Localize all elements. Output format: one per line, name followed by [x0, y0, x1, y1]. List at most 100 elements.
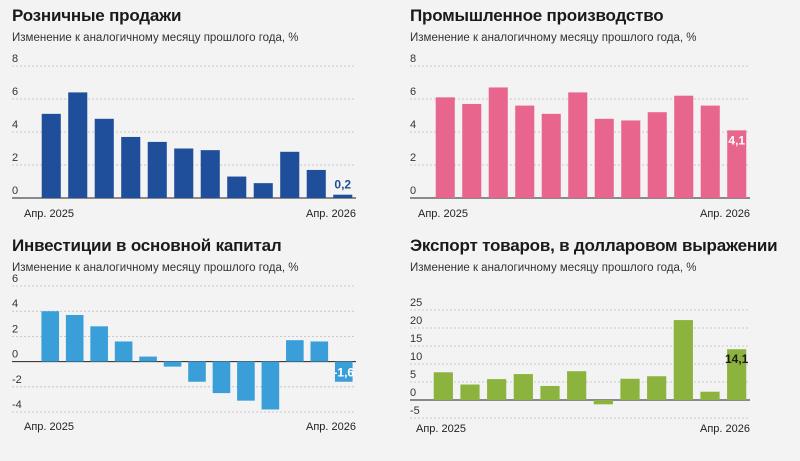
y-tick-label: 5 [410, 369, 416, 381]
y-tick-label: 15 [410, 333, 422, 345]
bar [94, 118, 114, 198]
x-axis-end-label: Апр. 2026 [306, 208, 356, 220]
y-tick-label: 2 [12, 323, 18, 335]
bar [41, 113, 61, 198]
data-label: 14,1 [725, 352, 749, 366]
y-tick-label: 4 [12, 298, 18, 310]
bar [540, 385, 560, 400]
y-tick-label: 6 [12, 273, 18, 285]
industrial-production-chart: 8 6 4 2 0 4,1 Апр. 2025 Апр. 2026 [410, 53, 750, 220]
investment-chart: 6 4 2 0 -2 -4 -1,6 Апр. 2025 Апр. 2026 [12, 273, 356, 433]
bar [593, 400, 613, 405]
bar [621, 120, 641, 198]
y-tick-label: 20 [410, 315, 422, 327]
bar [65, 314, 84, 362]
bar [488, 87, 508, 198]
bar [174, 148, 194, 198]
bar [700, 105, 720, 198]
data-label: 4,1 [728, 133, 745, 147]
bar [647, 112, 667, 198]
y-tick-label: 6 [410, 86, 416, 98]
data-label: -1,6 [333, 366, 354, 380]
bar [462, 103, 482, 198]
y-tick-label: -4 [12, 399, 22, 411]
chart-subtitle: Изменение к аналогичному месяцу прошлого… [12, 32, 299, 44]
bar [487, 379, 507, 400]
bar [673, 320, 693, 400]
bar [121, 136, 141, 198]
bar [541, 113, 561, 198]
bar [568, 92, 588, 198]
exports-chart: 25 20 15 10 5 0 -5 14,1 Апр. 2025 Апр. 2026 [410, 297, 750, 435]
chart-subtitle: Изменение к аналогичному месяцу прошлого… [410, 262, 697, 274]
bar [727, 130, 747, 198]
retail-sales-panel: Розничные продажи Изменение к аналогично… [12, 6, 392, 224]
y-tick-label: 0 [410, 387, 416, 399]
x-axis-end-label: Апр. 2026 [700, 423, 750, 435]
bar [310, 341, 329, 362]
bar [90, 326, 108, 362]
chart-subtitle: Изменение к аналогичному месяцу прошлого… [410, 32, 697, 44]
x-axis-end-label: Апр. 2026 [700, 208, 750, 220]
bar [41, 311, 60, 362]
chart-title: Экспорт товаров, в долларовом выражении [410, 236, 778, 255]
y-tick-label: 0 [410, 185, 416, 197]
bar [139, 356, 157, 362]
y-tick-label: -2 [12, 374, 22, 386]
data-label: 0,2 [334, 178, 351, 192]
industrial-production-panel: Промышленное производство Изменение к ан… [410, 6, 790, 224]
bar [163, 361, 182, 367]
exports-panel: Экспорт товаров, в долларовом выражении … [410, 236, 790, 456]
y-tick-label: 2 [12, 152, 18, 164]
x-axis-start-label: Апр. 2025 [418, 208, 468, 220]
bar [261, 361, 280, 410]
bar [674, 95, 694, 198]
y-tick-label: 4 [410, 119, 416, 131]
bar [68, 92, 88, 198]
bar [114, 341, 133, 362]
bar [212, 361, 231, 394]
bar [594, 118, 614, 198]
bar [200, 150, 220, 198]
bar [227, 176, 247, 198]
x-axis-start-label: Апр. 2025 [24, 208, 74, 220]
bar [620, 378, 640, 400]
investment-panel: Инвестиции в основной капитал Изменение … [12, 236, 392, 456]
y-tick-label: 2 [410, 152, 416, 164]
bar [727, 349, 747, 400]
bar [237, 361, 255, 401]
y-tick-label: 8 [12, 53, 18, 65]
bar [147, 141, 167, 198]
bar [286, 340, 304, 362]
y-tick-label: -5 [410, 405, 420, 417]
bar [435, 97, 455, 198]
y-tick-label: 8 [410, 53, 416, 65]
x-axis-start-label: Апр. 2025 [24, 421, 74, 433]
bar [460, 384, 480, 400]
bar [567, 371, 587, 400]
bar [188, 361, 206, 382]
y-tick-label: 0 [12, 349, 18, 361]
chart-title: Промышленное производство [410, 6, 664, 25]
y-tick-label: 6 [12, 86, 18, 98]
bar [700, 391, 720, 400]
y-tick-label: 0 [12, 185, 18, 197]
bar [647, 376, 667, 400]
x-axis-start-label: Апр. 2025 [416, 423, 466, 435]
bar [253, 183, 273, 198]
chart-title: Инвестиции в основной капитал [12, 236, 282, 255]
bar [334, 361, 353, 382]
chart-title: Розничные продажи [12, 6, 182, 25]
y-tick-label: 10 [410, 351, 422, 363]
chart-subtitle: Изменение к аналогичному месяцу прошлого… [12, 262, 299, 274]
y-tick-label: 4 [12, 119, 18, 131]
y-tick-label: 25 [410, 297, 422, 309]
retail-sales-chart: 8 6 4 2 0 0,2 Апр. 2025 Апр. 2026 [12, 53, 356, 220]
bar [306, 169, 326, 198]
bar [515, 105, 535, 198]
bar [333, 194, 353, 198]
bar [433, 372, 453, 400]
bar [280, 151, 300, 198]
bar [513, 374, 533, 400]
x-axis-end-label: Апр. 2026 [306, 421, 356, 433]
